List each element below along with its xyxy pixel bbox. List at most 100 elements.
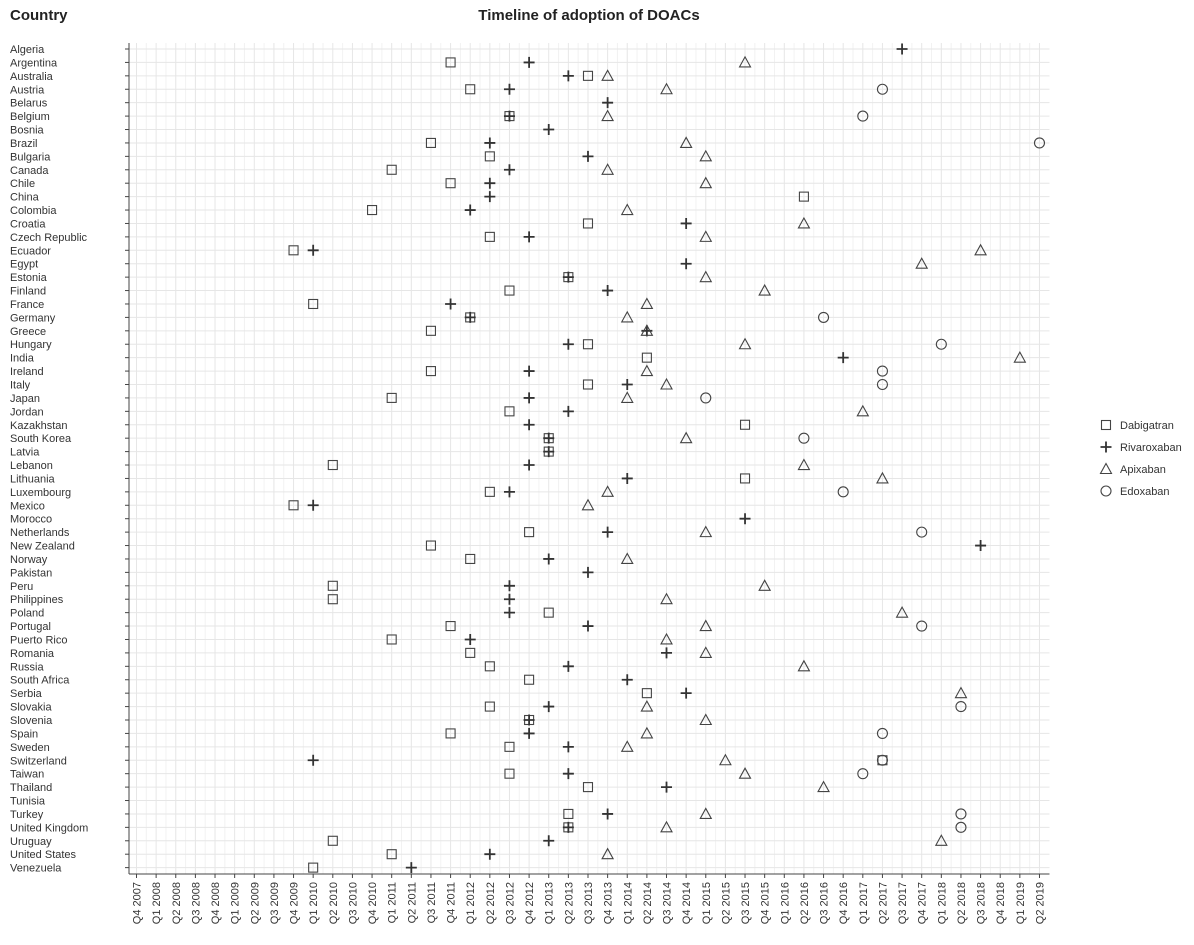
- plus-marker: [582, 566, 594, 578]
- x-tick-label: Q4 2016: [838, 882, 850, 924]
- triangle-marker: [876, 471, 889, 484]
- x-tick-label: Q1 2013: [544, 882, 556, 924]
- x-tick-labels: Q4 2007 Q1 2008 Q2 2008 Q3 2008 Q4 2008 Q1 20…: [132, 882, 1047, 924]
- data-points: [288, 43, 1046, 874]
- triangle-marker: [640, 324, 654, 336]
- square-marker: [641, 688, 652, 699]
- plus-marker: [523, 714, 535, 726]
- plus-marker: [543, 553, 555, 565]
- x-tick-label: Q4 2014: [681, 882, 693, 924]
- plus-marker: [562, 405, 574, 417]
- country-label: Germany: [10, 312, 56, 324]
- country-label: Lithuania: [10, 473, 56, 485]
- square-marker: [327, 459, 338, 471]
- plus-marker: [602, 285, 614, 297]
- square-marker: [798, 191, 809, 202]
- x-tick-label: Q4 2012: [524, 882, 536, 924]
- x-tick-label: Q3 2017: [897, 882, 909, 924]
- triangle-marker: [620, 391, 634, 403]
- country-label: Spain: [10, 728, 38, 740]
- x-tick-label: Q3 2011: [426, 882, 438, 923]
- plus-marker: [523, 392, 535, 404]
- triangle-marker: [620, 740, 634, 752]
- x-tick-label: Q4 2017: [917, 882, 929, 924]
- legend-triangle-icon: [1099, 462, 1113, 475]
- plus-marker: [503, 164, 515, 176]
- triangle-marker: [620, 552, 634, 565]
- plus-marker: [484, 137, 496, 149]
- triangle-marker: [640, 726, 654, 739]
- legend-item-apixaban: Apixaban: [1099, 462, 1166, 476]
- square-marker: [582, 379, 594, 390]
- square-marker: [386, 164, 397, 175]
- country-label: China: [10, 192, 40, 204]
- plus-marker: [562, 338, 574, 350]
- x-tick-label: Q1 2019: [1015, 882, 1027, 924]
- triangle-marker: [601, 109, 615, 122]
- country-label: Slovenia: [10, 715, 53, 727]
- plus-marker: [641, 325, 653, 337]
- country-label: Algeria: [10, 44, 45, 56]
- legend-label: Edoxaban: [1120, 486, 1170, 498]
- country-label: Slovakia: [10, 702, 52, 714]
- country-label: South Korea: [10, 433, 72, 445]
- country-label: Romania: [10, 648, 55, 660]
- country-label: Ecuador: [10, 245, 51, 257]
- square-marker: [465, 647, 476, 658]
- plus-marker: [523, 365, 535, 377]
- x-tick-label: Q2 2010: [328, 882, 340, 924]
- plus-marker: [307, 754, 319, 766]
- triangle-marker: [1013, 351, 1027, 363]
- legend-circle-icon: [1100, 485, 1112, 497]
- legend-plus-icon: [1100, 441, 1112, 453]
- legend-item-rivaroxaban: Rivaroxaban: [1100, 441, 1182, 454]
- triangle-marker: [758, 579, 772, 591]
- triangle-marker: [620, 310, 634, 323]
- triangle-marker: [738, 337, 752, 350]
- plus-marker: [484, 191, 496, 203]
- country-label: Colombia: [10, 205, 57, 217]
- country-label: Czech Republic: [10, 232, 88, 244]
- country-label: Belarus: [10, 98, 48, 110]
- x-tick-label: Q1 2017: [858, 882, 870, 924]
- country-label: Hungary: [10, 339, 52, 351]
- legend-label: Rivaroxaban: [1120, 442, 1182, 454]
- plus-marker: [543, 701, 555, 713]
- plus-marker: [661, 647, 673, 659]
- triangle-marker: [660, 632, 673, 645]
- square-marker: [327, 594, 338, 605]
- square-marker: [484, 701, 495, 712]
- square-marker: [327, 580, 338, 591]
- plus-marker: [562, 660, 574, 672]
- triangle-marker: [601, 163, 615, 175]
- country-label: Turkey: [10, 809, 44, 821]
- circle-marker: [955, 701, 967, 713]
- plus-marker: [680, 217, 692, 229]
- circle-marker: [837, 486, 849, 498]
- square-marker: [288, 245, 299, 256]
- country-label: Austria: [10, 84, 45, 96]
- square-marker: [582, 218, 594, 229]
- plus-marker: [523, 419, 535, 431]
- country-label: Portugal: [10, 621, 51, 633]
- country-label: Estonia: [10, 272, 48, 284]
- x-tick-label: Q4 2013: [603, 882, 615, 924]
- square-marker: [739, 419, 751, 430]
- country-label: Italy: [10, 380, 31, 392]
- circle-marker: [817, 311, 830, 323]
- square-marker: [386, 849, 397, 860]
- country-label: Peru: [10, 581, 33, 593]
- circle-marker: [876, 365, 888, 377]
- country-label: India: [10, 353, 35, 365]
- country-label: Latvia: [10, 447, 40, 459]
- square-marker: [445, 57, 456, 68]
- triangle-marker: [856, 404, 870, 417]
- country-label: Morocco: [10, 514, 52, 526]
- legend-square-icon: [1100, 419, 1112, 431]
- plus-marker: [582, 150, 594, 162]
- legend-label: Apixaban: [1120, 464, 1166, 476]
- country-label: Thailand: [10, 782, 52, 794]
- country-label: Argentina: [10, 57, 58, 69]
- plus-marker: [307, 244, 319, 256]
- country-label: Netherlands: [10, 527, 70, 539]
